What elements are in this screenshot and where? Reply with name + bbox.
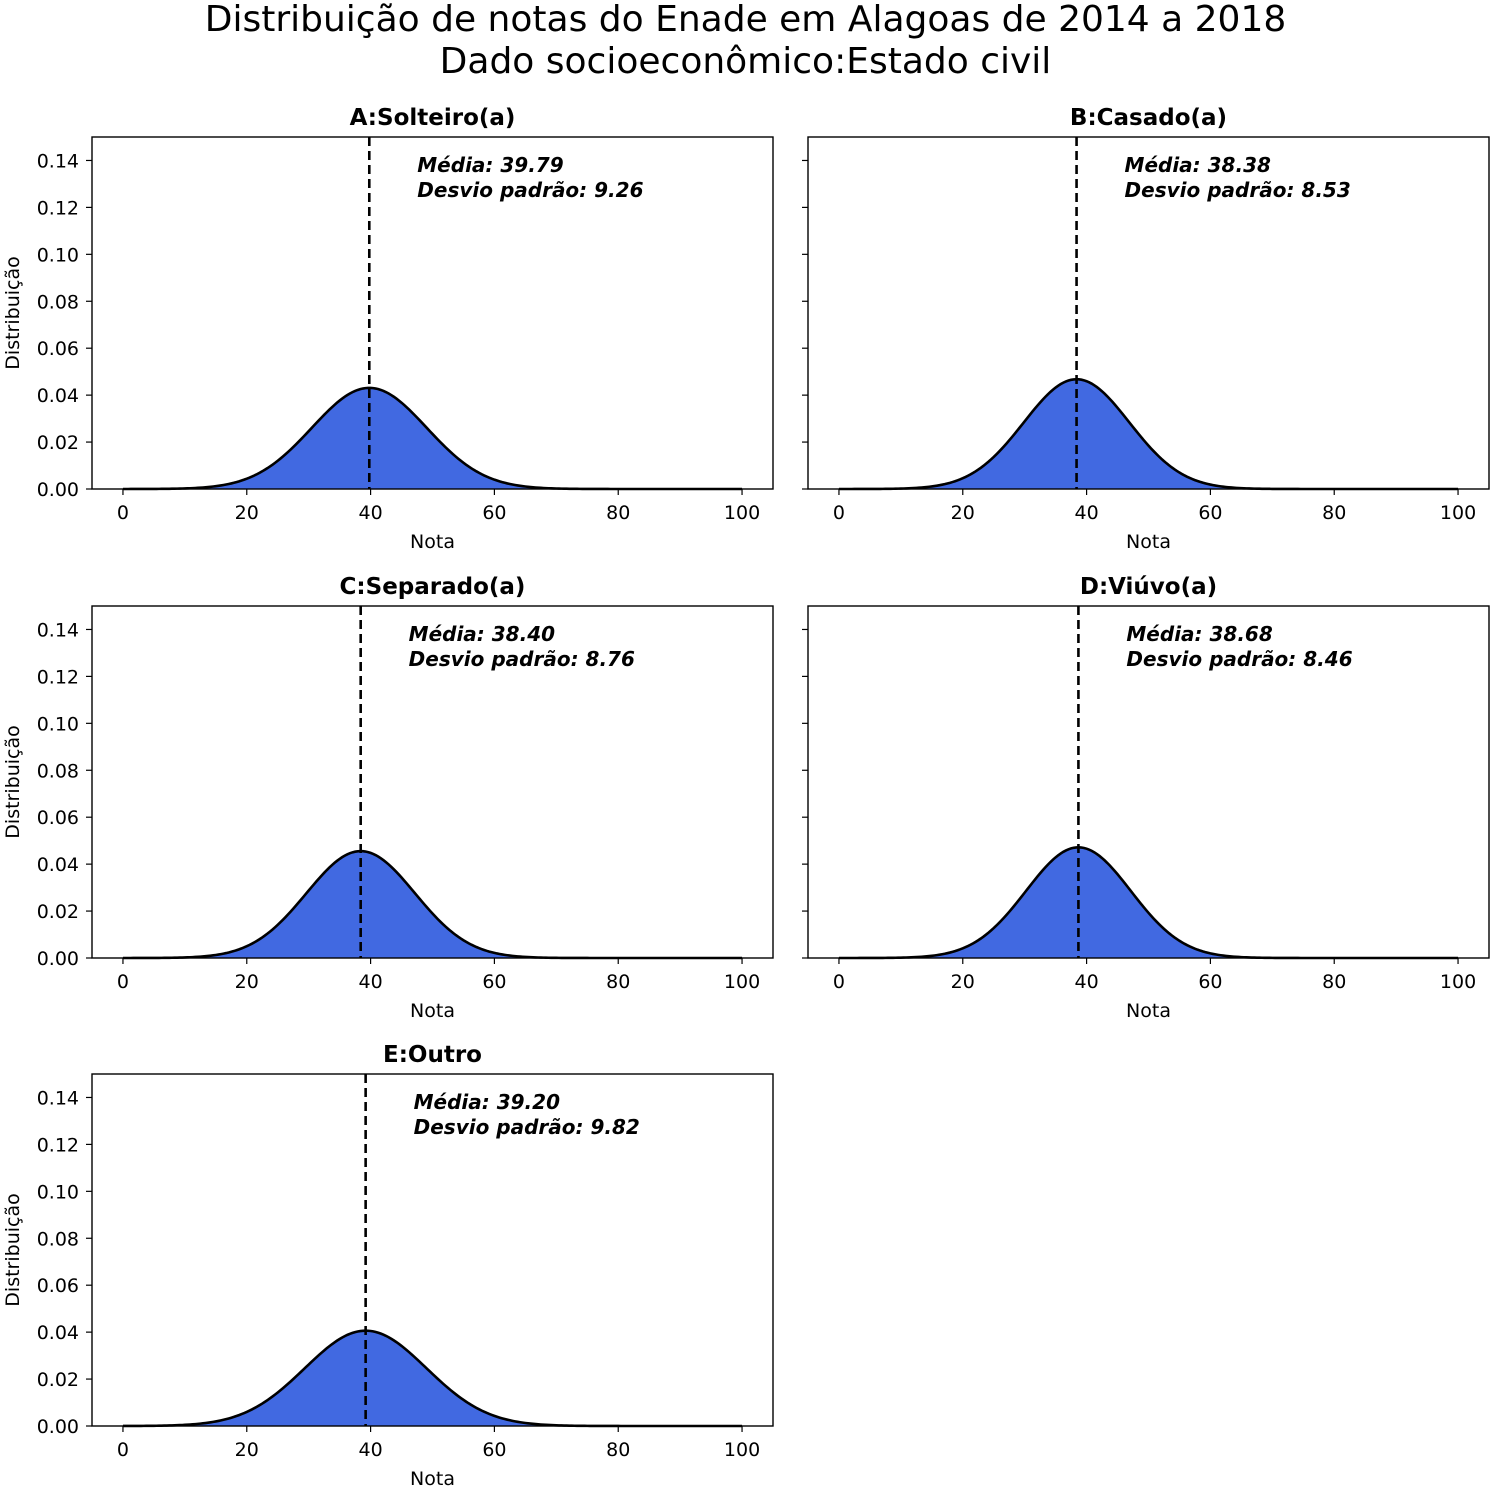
x-tick-label: 80	[1322, 502, 1346, 524]
y-tick-label: 0.14	[37, 1087, 79, 1109]
x-tick-label: 60	[482, 1439, 506, 1461]
subplot-title: B:Casado(a)	[1070, 105, 1227, 131]
x-tick-label: 100	[1440, 502, 1476, 524]
mean-annotation: Média: 38.40	[409, 622, 555, 646]
density-area	[122, 387, 743, 489]
x-tick-label: 60	[1198, 971, 1222, 993]
x-tick-label: 100	[724, 1439, 760, 1461]
y-tick-label: 0.14	[37, 150, 79, 172]
y-tick-label: 0.10	[37, 244, 79, 266]
y-tick-label: 0.02	[37, 1369, 79, 1391]
x-tick-label: 0	[833, 971, 845, 993]
x-tick-label: 40	[358, 502, 382, 524]
subplot-title: C:Separado(a)	[340, 574, 526, 600]
mean-annotation: Média: 39.79	[417, 153, 563, 177]
y-tick-label: 0.04	[37, 385, 79, 407]
y-tick-label: 0.12	[37, 1134, 79, 1156]
y-tick-label: 0.14	[37, 619, 79, 641]
y-tick-label: 0.08	[37, 760, 79, 782]
y-tick-label: 0.00	[37, 948, 79, 970]
y-tick-label: 0.00	[37, 1416, 79, 1438]
axes-frame	[91, 1073, 774, 1427]
subplot-2: 0 20 40 60 80 100 B:Casado(a) Nota Média: 38.38D…	[802, 105, 1490, 553]
x-tick-label: 60	[1198, 502, 1222, 524]
x-tick-label: 100	[724, 971, 760, 993]
subplot-4: 0 20 40 60 80 100 D:Viúvo(a) Nota Média: 38.68De…	[802, 574, 1490, 1022]
std-annotation: Desvio padrão: 8.53	[1125, 178, 1351, 202]
subplot-title: D:Viúvo(a)	[1080, 574, 1217, 600]
x-axis-label: Nota	[410, 1468, 455, 1490]
x-tick-label: 0	[117, 971, 129, 993]
std-annotation: Desvio padrão: 9.26	[417, 178, 643, 202]
y-axis-label: Distribuição	[2, 1193, 24, 1306]
y-axis-label: Distribuição	[2, 725, 24, 838]
y-tick-label: 0.06	[37, 338, 79, 360]
mean-annotation: Média: 38.38	[1125, 153, 1271, 177]
y-axis-label: Distribuição	[2, 256, 24, 369]
x-tick-label: 80	[606, 502, 630, 524]
subplot-5: 0 20 40 60 80 100 0.00 0.02 0.04 0.06 0.08 0.10 0.12…	[2, 1042, 774, 1490]
x-tick-label: 80	[1322, 971, 1346, 993]
x-axis-label: Nota	[1126, 531, 1171, 553]
std-annotation: Desvio padrão: 8.76	[409, 647, 635, 671]
x-tick-label: 0	[117, 1439, 129, 1461]
y-tick-label: 0.12	[37, 666, 79, 688]
density-area	[838, 379, 1459, 489]
x-tick-label: 40	[1074, 502, 1098, 524]
y-tick-label: 0.02	[37, 901, 79, 923]
x-axis-label: Nota	[410, 531, 455, 553]
mean-annotation: Média: 38.68	[1126, 622, 1272, 646]
y-tick-label: 0.04	[37, 1322, 79, 1344]
y-tick-label: 0.10	[37, 1181, 79, 1203]
y-tick-label: 0.12	[37, 197, 79, 219]
y-tick-label: 0.00	[37, 479, 79, 501]
density-area	[838, 847, 1459, 958]
y-tick-label: 0.02	[37, 432, 79, 454]
y-tick-label: 0.08	[37, 291, 79, 313]
subplot-3: 0 20 40 60 80 100 0.00 0.02 0.04 0.06 0.08 0.10 0.12…	[2, 574, 774, 1022]
density-area	[122, 851, 743, 958]
axes-frame	[91, 136, 774, 490]
y-tick-label: 0.08	[37, 1228, 79, 1250]
y-tick-label: 0.06	[37, 807, 79, 829]
x-axis-label: Nota	[1126, 1000, 1171, 1022]
x-tick-label: 80	[606, 971, 630, 993]
subplot-1: 0 20 40 60 80 100 0.00 0.02 0.04 0.06 0.08 0.10 0.12…	[2, 105, 774, 553]
x-tick-label: 60	[482, 971, 506, 993]
x-tick-label: 20	[951, 971, 975, 993]
subplot-title: A:Solteiro(a)	[350, 105, 516, 131]
x-tick-label: 40	[358, 1439, 382, 1461]
x-tick-label: 20	[235, 971, 259, 993]
x-tick-label: 40	[1074, 971, 1098, 993]
x-tick-label: 40	[358, 971, 382, 993]
figure-subtitle: Dado socioeconômico:Estado civil	[439, 41, 1052, 82]
axes-frame	[807, 136, 1490, 490]
x-tick-label: 20	[235, 502, 259, 524]
y-tick-label: 0.06	[37, 1275, 79, 1297]
std-annotation: Desvio padrão: 8.46	[1126, 647, 1352, 671]
x-tick-label: 0	[117, 502, 129, 524]
y-tick-label: 0.10	[37, 713, 79, 735]
x-tick-label: 60	[482, 502, 506, 524]
subplot-title: E:Outro	[383, 1042, 482, 1068]
x-tick-label: 20	[235, 1439, 259, 1461]
x-axis-label: Nota	[410, 1000, 455, 1022]
axes-frame	[807, 605, 1490, 959]
figure-title: Distribuição de notas do Enade em Alagoa…	[204, 0, 1287, 40]
x-tick-label: 0	[833, 502, 845, 524]
x-tick-label: 20	[951, 502, 975, 524]
density-area	[122, 1330, 743, 1426]
axes-frame	[91, 605, 774, 959]
x-tick-label: 100	[724, 502, 760, 524]
x-tick-label: 80	[606, 1439, 630, 1461]
mean-annotation: Média: 39.20	[414, 1090, 560, 1114]
x-tick-label: 100	[1440, 971, 1476, 993]
std-annotation: Desvio padrão: 9.82	[414, 1115, 640, 1139]
y-tick-label: 0.04	[37, 854, 79, 876]
